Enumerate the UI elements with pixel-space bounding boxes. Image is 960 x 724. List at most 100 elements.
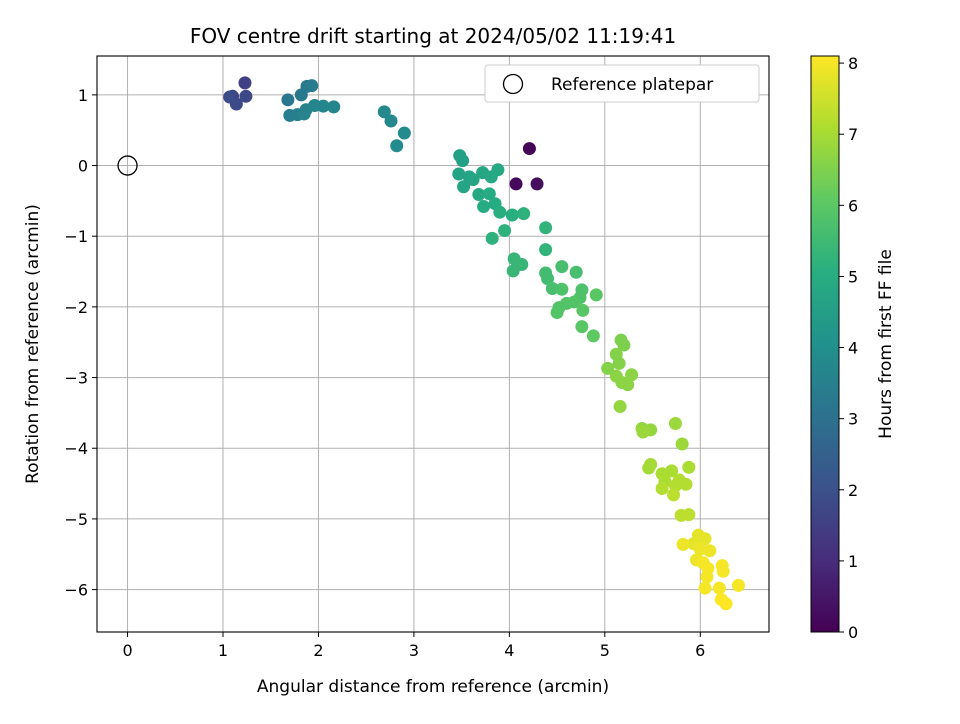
y-tick-label: −4: [64, 439, 88, 458]
data-point: [675, 437, 689, 451]
y-tick-label: −1: [64, 227, 88, 246]
data-point: [485, 231, 499, 245]
data-point: [493, 205, 507, 219]
data-point: [712, 581, 726, 595]
data-point: [390, 139, 404, 153]
colorbar-label: Hours from first FF file: [876, 249, 896, 439]
data-point: [517, 207, 531, 221]
data-point: [491, 163, 505, 177]
data-point: [613, 400, 627, 414]
data-point: [693, 542, 707, 556]
data-points: [223, 76, 745, 611]
data-point: [550, 306, 564, 320]
y-tick-label: −5: [64, 510, 88, 529]
data-point: [719, 597, 733, 611]
data-point: [539, 243, 553, 257]
y-axis-label: Rotation from reference (arcmin): [23, 204, 43, 484]
plot-frame: [96, 55, 770, 633]
data-point: [569, 265, 583, 279]
x-tick-label: 5: [600, 641, 610, 660]
reference-point: [117, 155, 138, 176]
data-point: [457, 180, 471, 194]
data-point: [601, 361, 615, 375]
data-point: [466, 173, 480, 187]
data-point: [506, 264, 520, 278]
data-point: [642, 461, 656, 475]
x-tick-label: 0: [122, 641, 132, 660]
data-point: [452, 167, 466, 181]
data-point: [621, 378, 635, 392]
chart-title: FOV centre drift starting at 2024/05/02 …: [190, 24, 676, 48]
colorbar-ticks: 0 1 2 3 4 5 6 7 8: [839, 54, 858, 642]
data-point: [327, 100, 341, 114]
data-point: [665, 464, 679, 478]
data-point: [676, 537, 690, 551]
data-point: [617, 338, 631, 352]
colorbar-tick-label: 2: [848, 481, 858, 500]
x-tick-label: 6: [695, 641, 705, 660]
data-point: [586, 329, 600, 343]
x-tick-label: 2: [313, 641, 323, 660]
y-tick-label: 0: [78, 157, 88, 176]
x-tick-label: 1: [218, 641, 228, 660]
data-point: [575, 320, 589, 334]
colorbar-tick-label: 5: [848, 267, 858, 286]
data-point: [703, 544, 717, 558]
data-point: [530, 177, 544, 191]
y-tick-label: −2: [64, 298, 88, 317]
data-point: [384, 114, 398, 128]
data-point: [456, 154, 470, 168]
data-point: [731, 578, 745, 592]
data-point: [305, 79, 319, 93]
data-point: [636, 425, 650, 439]
data-point: [377, 105, 391, 119]
reference-marker: [117, 155, 138, 176]
y-axis-ticks: 1 0 −1 −2 −3 −4 −5 −6: [64, 86, 97, 600]
data-point: [667, 488, 681, 502]
data-point: [682, 460, 696, 474]
colorbar-tick-label: 8: [848, 54, 858, 73]
x-axis-label: Angular distance from reference (arcmin): [257, 677, 609, 697]
data-point: [397, 126, 411, 140]
data-point: [700, 570, 714, 584]
data-point: [477, 200, 491, 214]
colorbar-tick-label: 7: [848, 125, 858, 144]
data-point: [281, 93, 295, 107]
data-point: [655, 482, 669, 496]
data-point: [555, 282, 569, 296]
data-point: [238, 76, 252, 90]
data-point: [576, 303, 590, 317]
data-point: [682, 508, 696, 522]
data-point: [555, 260, 569, 274]
grid-lines: [97, 56, 769, 632]
colorbar-tick-label: 3: [848, 410, 858, 429]
y-tick-label: 1: [78, 86, 88, 105]
x-tick-label: 4: [504, 641, 514, 660]
data-point: [541, 272, 555, 286]
data-point: [239, 89, 253, 103]
legend-label: Reference platepar: [551, 75, 713, 95]
y-tick-label: −6: [64, 581, 88, 600]
data-point: [223, 90, 237, 104]
colorbar: [810, 55, 840, 633]
data-point: [698, 532, 712, 546]
data-point: [472, 188, 486, 202]
colorbar-tick-label: 0: [848, 623, 858, 642]
colorbar-tick-label: 4: [848, 339, 858, 358]
colorbar-tick-label: 1: [848, 552, 858, 571]
data-point: [589, 288, 603, 302]
data-point: [716, 564, 730, 578]
x-axis-ticks: 0 1 2 3 4 5 6: [122, 632, 705, 660]
colorbar-tick-label: 6: [848, 196, 858, 215]
data-point: [509, 177, 523, 191]
data-point: [505, 208, 519, 222]
y-tick-label: −3: [64, 369, 88, 388]
data-point: [625, 368, 639, 382]
data-point: [482, 187, 496, 201]
data-point: [498, 224, 512, 238]
data-point: [612, 356, 626, 370]
x-tick-label: 3: [409, 641, 419, 660]
legend-box: [484, 64, 760, 103]
data-point: [539, 221, 553, 235]
